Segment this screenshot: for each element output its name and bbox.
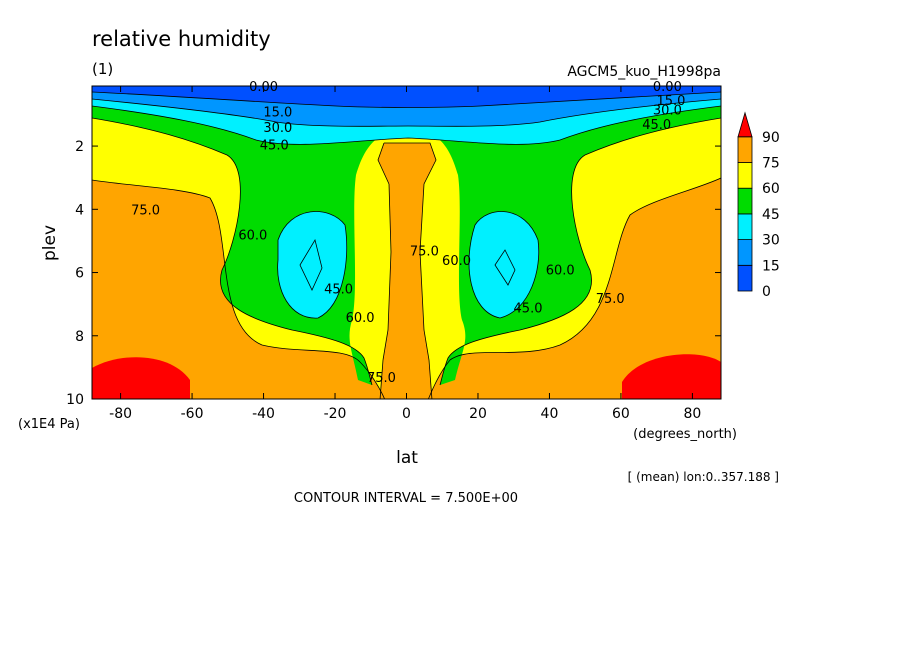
contour-label: 60.0 [238, 229, 267, 244]
colorbar: 0 15 30 45 60 75 90 [737, 111, 780, 300]
contour-label: 30.0 [653, 104, 682, 119]
x-tick-label: -40 [252, 406, 275, 422]
model-label: AGCM5_kuo_H1998pa [567, 64, 721, 80]
contour-label: 60.0 [442, 254, 471, 269]
colorbar-label: 30 [762, 233, 780, 249]
contour-label: 15.0 [656, 94, 685, 109]
y-tick-label: 10 [66, 392, 84, 408]
y-axis-unit: (x1E4 Pa) [18, 417, 80, 432]
colorbar-label: 60 [762, 181, 780, 197]
colorbar-label: 45 [762, 207, 780, 223]
x-tick-label: 20 [469, 406, 487, 422]
colorbar-segment [737, 187, 753, 215]
mean-note: [ (mean) lon:0..357.188 ] [628, 470, 779, 484]
x-tick-label: -60 [181, 406, 204, 422]
colorbar-label: 15 [762, 258, 780, 274]
contour-labels: 0.00 0.0015.015.030.030.045.045.075.075.0… [131, 80, 685, 386]
colorbar-label: 75 [762, 156, 780, 172]
colorbar-label: 90 [762, 130, 780, 146]
colorbar-segment [737, 264, 753, 292]
y-tick-label: 8 [75, 329, 84, 345]
contour-fields [92, 86, 721, 399]
contour-label: 60.0 [546, 263, 575, 278]
contour-label: 75.0 [367, 371, 396, 386]
contour-label: 45.0 [514, 301, 543, 316]
colorbar-arrow [737, 111, 753, 138]
field-45-60 [92, 86, 721, 385]
colorbar-segment [737, 239, 753, 266]
y-tick-label: 4 [75, 202, 84, 218]
contour-interval: CONTOUR INTERVAL = 7.500E+00 [294, 491, 518, 506]
x-tick-label: -80 [109, 406, 132, 422]
colorbar-segment [737, 136, 753, 163]
x-tick-label: 40 [541, 406, 559, 422]
contour-label: 75.0 [131, 203, 160, 218]
colorbar-segment [737, 162, 753, 189]
contour-label: 75.0 [410, 244, 439, 259]
field-30-45-right [468, 211, 539, 318]
contour-label: 30.0 [263, 121, 292, 136]
contour-lines [92, 91, 721, 399]
y-axis: 2 4 6 8 10 [66, 139, 721, 408]
field-red-left [92, 357, 190, 399]
contour-label: 0.00 [653, 80, 682, 95]
x-tick-label: -20 [324, 406, 347, 422]
contour-label: 45.0 [324, 282, 353, 297]
contour-label: 45.0 [260, 138, 289, 153]
colorbar-segment [737, 213, 753, 240]
chart-title: relative humidity [92, 27, 271, 51]
field-30-45-left [277, 211, 347, 319]
contour-label: 15.0 [263, 105, 292, 120]
field-center-column [378, 143, 436, 399]
contour-label: 60.0 [346, 311, 375, 326]
y-tick-label: 6 [75, 266, 84, 282]
x-axis: -80 -60 -40 -20 0 20 40 60 80 [109, 86, 701, 422]
chart-subtitle: (1) [92, 60, 113, 78]
contour-label: 75.0 [596, 292, 625, 307]
field-red-right [622, 354, 721, 399]
x-tick-label: 80 [683, 406, 701, 422]
x-tick-label: 60 [612, 406, 630, 422]
y-tick-label: 2 [75, 139, 84, 155]
x-tick-label: 0 [402, 406, 411, 422]
contour-label: 45.0 [642, 118, 671, 133]
x-axis-unit: (degrees_north) [633, 427, 737, 442]
x-axis-label: lat [396, 448, 418, 468]
colorbar-label: 0 [762, 284, 771, 300]
field-0-15 [92, 86, 721, 108]
y-axis-label: plev [40, 225, 60, 261]
